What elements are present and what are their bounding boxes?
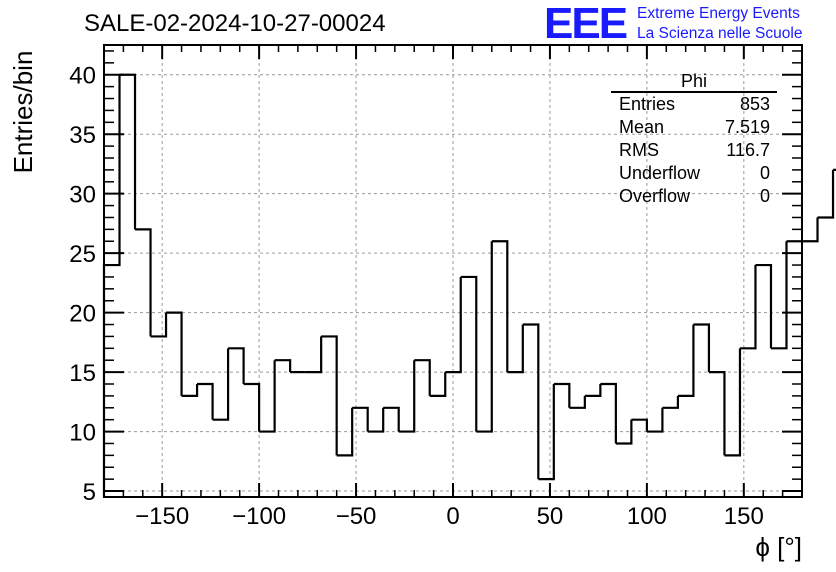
histogram-bin: [352, 406, 369, 432]
histogram-bin: [646, 407, 664, 433]
histogram-bin: [243, 382, 261, 432]
histogram-bin: [491, 240, 509, 373]
histogram-bin: [708, 371, 726, 456]
histogram-bin: [429, 372, 447, 397]
histogram-bin: [414, 359, 431, 396]
histogram-bin: [693, 323, 711, 373]
stats-value-overflow: 0: [760, 186, 770, 206]
histogram-bin: [662, 395, 680, 409]
x-tick-label: 100: [627, 503, 667, 530]
stats-label-entries: Entries: [619, 94, 675, 114]
tick-labels: −150 −100 −50 0 50 100 150 5 10 15 20 25 30 35 40: [69, 63, 764, 530]
histogram-bin: [197, 382, 214, 420]
stats-box: Phi Entries 853 Mean 7.519 RMS 116.7 Und…: [611, 71, 777, 206]
histogram-bin: [770, 241, 788, 350]
histogram-bin: [102, 74, 121, 497]
histogram-bin: [553, 382, 571, 408]
histogram-bin: [802, 217, 819, 243]
histogram-bin: [119, 73, 137, 230]
histogram-bin: [755, 263, 773, 349]
logo-caption-line2: La Scienza nelle Scuole: [637, 25, 803, 42]
histogram-bin: [631, 418, 648, 432]
y-axis-label: Entries/bin: [8, 51, 38, 174]
histogram-bin: [476, 241, 493, 433]
y-tick-label: 20: [69, 301, 96, 328]
stats-box-title: Phi: [681, 71, 707, 91]
histogram-bin: [150, 312, 168, 338]
stats-label-rms: RMS: [619, 140, 659, 160]
x-tick-label: 50: [537, 503, 564, 530]
stats-value-underflow: 0: [760, 163, 770, 183]
histogram-bin: [305, 336, 323, 374]
y-tick-label: 5: [83, 479, 96, 506]
histogram-bin: [398, 360, 416, 433]
histogram-bin: [166, 311, 183, 396]
grid: [104, 45, 802, 497]
stats-label-overflow: Overflow: [619, 186, 691, 206]
stats-label-underflow: Underflow: [619, 163, 701, 183]
x-tick-label: −50: [336, 503, 377, 530]
histogram-bin: [538, 384, 555, 481]
histogram-bin: [367, 407, 385, 433]
y-tick-label: 10: [69, 420, 96, 447]
x-axis-label: ϕ [°]: [755, 532, 802, 562]
histogram-bin: [569, 395, 586, 409]
histogram-bin: [460, 275, 478, 432]
stats-value-mean: 7.519: [725, 117, 770, 137]
histogram-bin: [383, 406, 400, 432]
x-tick-label: 150: [724, 503, 764, 530]
histogram-bin: [724, 348, 742, 457]
histogram-bin: [677, 324, 695, 397]
histogram-bin: [212, 348, 230, 421]
histogram-bin: [445, 276, 462, 374]
histogram-bin: [739, 265, 757, 350]
axes: [103, 44, 803, 498]
histogram-bin: [181, 384, 199, 397]
stats-label-mean: Mean: [619, 117, 664, 137]
histogram-bin: [274, 359, 292, 373]
histogram-bin: [228, 347, 245, 384]
y-tick-label: 40: [69, 63, 96, 90]
run-title: SALE-02-2024-10-27-00024: [84, 10, 386, 37]
logo-caption-line1: Extreme Energy Events: [637, 5, 800, 22]
histogram-bars: [102, 73, 836, 497]
histogram-bin: [522, 323, 540, 480]
y-tick-label: 35: [69, 122, 96, 149]
eee-logo: EEE: [544, 0, 628, 48]
histogram-bin: [259, 360, 276, 433]
histogram-bin: [507, 324, 524, 374]
histogram-bin: [615, 419, 633, 445]
y-tick-label: 15: [69, 360, 96, 387]
histogram-bin: [584, 384, 602, 397]
x-tick-label: 0: [446, 503, 459, 530]
stats-value-entries: 853: [740, 94, 770, 114]
histogram-bin: [817, 169, 835, 219]
histogram-bin: [336, 407, 354, 457]
stats-value-rms: 116.7: [726, 140, 770, 160]
logo-caption: Extreme Energy Events La Scienza nelle S…: [637, 4, 802, 44]
histogram-bin: [600, 382, 617, 444]
x-tick-label: −100: [232, 503, 286, 530]
y-tick-label: 25: [69, 241, 96, 268]
x-tick-label: −150: [135, 503, 189, 530]
histogram-bin: [135, 228, 152, 337]
histogram-bin: [321, 335, 338, 456]
y-tick-label: 30: [69, 182, 96, 209]
